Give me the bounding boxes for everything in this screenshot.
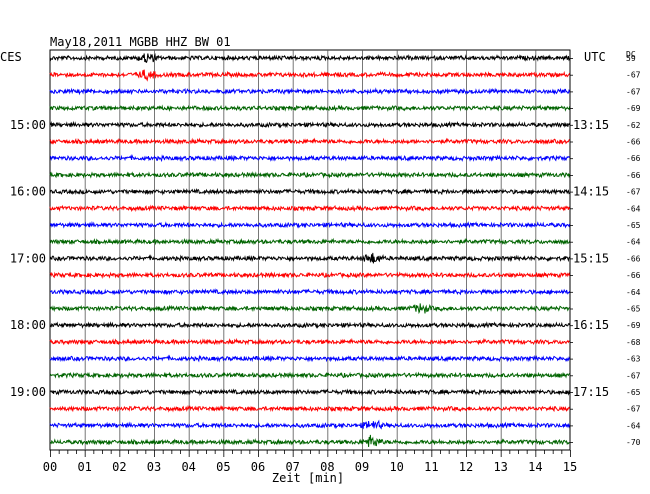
right-hour-label: 13:15 xyxy=(573,118,609,132)
x-tick-label: 00 xyxy=(43,460,57,474)
dc-offset-label: -64 xyxy=(626,288,641,297)
x-tick-label: 01 xyxy=(77,460,91,474)
right-hour-label: 17:15 xyxy=(573,385,609,399)
trace-row-12 xyxy=(49,252,570,264)
dc-offset-label: -65 xyxy=(626,305,641,314)
dc-offset-label: -64 xyxy=(626,204,641,213)
trace-row-6 xyxy=(50,154,570,163)
trace-row-21 xyxy=(49,404,571,413)
plot-frame xyxy=(49,49,571,451)
dc-offset-label: -66 xyxy=(626,154,641,163)
x-tick-label: 03 xyxy=(147,460,161,474)
x-tick-label: 08 xyxy=(320,460,334,474)
trace-row-2 xyxy=(49,87,571,96)
x-tick-label: 04 xyxy=(181,460,195,474)
dc-offset-label: -68 xyxy=(626,338,641,347)
trace-row-14 xyxy=(49,287,571,296)
trace-row-22 xyxy=(49,419,571,430)
dc-offset-label: -67 xyxy=(626,87,641,96)
x-tick-label: 06 xyxy=(251,460,265,474)
trace-row-20 xyxy=(49,388,571,396)
right-timezone-label: UTC xyxy=(584,50,606,64)
dc-header-label: DC xyxy=(626,50,636,59)
dc-offset-label: -66 xyxy=(626,171,641,180)
dc-offset-label: -70 xyxy=(626,438,641,447)
trace-row-15 xyxy=(49,303,570,315)
trace-row-16 xyxy=(49,321,571,329)
trace-row-8 xyxy=(49,187,570,196)
dc-offset-label: -66 xyxy=(626,271,641,280)
x-axis-label: Zeit [min] xyxy=(272,471,344,485)
dc-offset-label: -65 xyxy=(626,221,641,230)
left-hour-label: 16:00 xyxy=(10,185,46,199)
trace-row-11 xyxy=(49,237,571,246)
x-tick-label: 10 xyxy=(389,460,403,474)
dc-offset-label: -67 xyxy=(626,188,641,197)
dc-offset-label: -64 xyxy=(626,421,641,430)
trace-row-1 xyxy=(49,69,571,82)
dc-offset-label: -69 xyxy=(626,104,641,113)
dc-offset-label: -63 xyxy=(626,355,641,364)
dc-offset-label: 59 xyxy=(626,54,636,63)
x-tick-label: 15 xyxy=(563,460,577,474)
dc-offset-label: -64 xyxy=(626,238,641,247)
dc-offset-label: -62 xyxy=(626,121,641,130)
trace-row-17 xyxy=(49,337,570,346)
chart-title: May18,2011 MGBB HHZ BW 01 xyxy=(50,35,231,49)
trace-row-3 xyxy=(49,104,571,112)
x-tick-label: 13 xyxy=(493,460,507,474)
right-hour-label: 15:15 xyxy=(573,251,609,265)
left-hour-label: 15:00 xyxy=(10,118,46,132)
trace-row-23 xyxy=(49,434,570,447)
x-tick-label: 07 xyxy=(285,460,299,474)
x-tick-label: 05 xyxy=(216,460,230,474)
dc-offset-label: -67 xyxy=(626,71,641,80)
left-hour-label: 18:00 xyxy=(10,318,46,332)
x-tick-label: 14 xyxy=(528,460,542,474)
x-tick-label: 11 xyxy=(424,460,438,474)
left-hour-label: 17:00 xyxy=(10,251,46,265)
trace-row-10 xyxy=(49,220,571,229)
x-tick-label: 12 xyxy=(459,460,473,474)
trace-row-19 xyxy=(49,371,570,380)
dc-offset-label: -67 xyxy=(626,371,641,380)
trace-row-5 xyxy=(49,137,570,146)
x-tick-label: 02 xyxy=(112,460,126,474)
dc-offset-label: -67 xyxy=(626,405,641,414)
dc-offset-label: -66 xyxy=(626,138,641,147)
trace-row-18 xyxy=(49,354,571,363)
trace-row-13 xyxy=(49,271,571,280)
dc-offset-label: -69 xyxy=(626,321,641,330)
dc-offset-label: -66 xyxy=(626,254,641,263)
dc-offset-label: -65 xyxy=(626,388,641,397)
trace-row-9 xyxy=(49,204,571,213)
right-hour-label: 16:15 xyxy=(573,318,609,332)
x-tick-label: 09 xyxy=(355,460,369,474)
trace-row-0 xyxy=(49,52,571,64)
left-timezone-label: CES xyxy=(0,50,22,64)
trace-row-4 xyxy=(49,120,571,129)
left-hour-label: 19:00 xyxy=(10,385,46,399)
trace-row-7 xyxy=(49,171,571,179)
right-hour-label: 14:15 xyxy=(573,185,609,199)
